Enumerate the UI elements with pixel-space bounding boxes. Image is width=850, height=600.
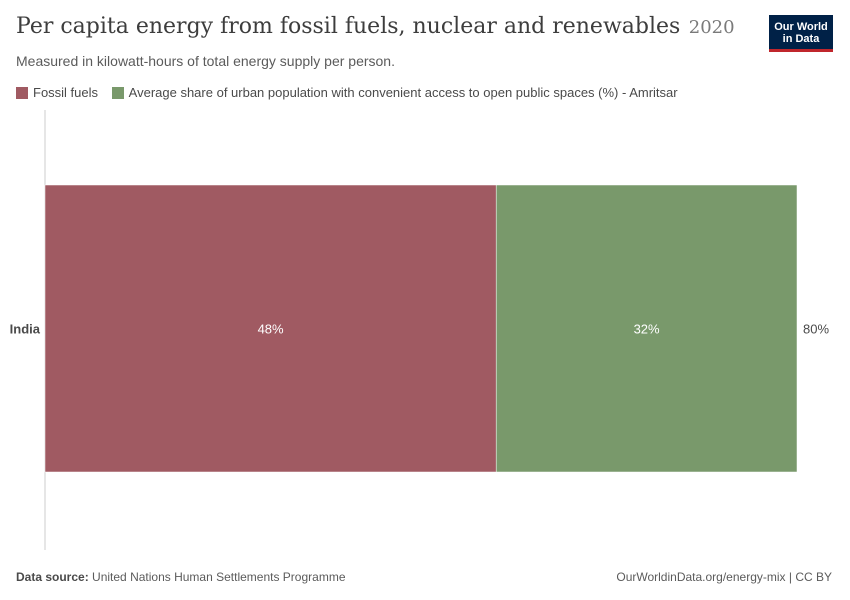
- logo-line-1: Our World: [774, 21, 828, 33]
- category-label: India: [10, 322, 41, 337]
- bar-total-label: 80%: [803, 322, 829, 337]
- logo-accent-bar: [769, 49, 833, 52]
- logo-line-2: in Data: [782, 33, 820, 45]
- bar-segment-1[interactable]: [495, 184, 798, 473]
- bar-segment-0[interactable]: [44, 184, 497, 473]
- legend-label-open-spaces: Average share of urban population with c…: [128, 85, 678, 100]
- legend-swatch-fossil-fuels: [16, 86, 28, 99]
- source-label: Data source:: [16, 570, 89, 584]
- legend-item-fossil-fuels[interactable]: Fossil fuels: [16, 85, 98, 100]
- source-text[interactable]: United Nations Human Settlements Program…: [92, 570, 346, 584]
- owid-logo[interactable]: Our World in Data: [769, 15, 833, 52]
- chart-title-row: Per capita energy from fossil fuels, nuc…: [16, 14, 735, 39]
- chart-subtitle: Measured in kilowatt-hours of total ener…: [16, 53, 395, 69]
- footer-source: Data source: United Nations Human Settle…: [16, 570, 346, 584]
- chart-legend: Fossil fuels Average share of urban popu…: [16, 85, 688, 102]
- bar-data-label-1: 32%: [634, 322, 660, 337]
- legend-item-open-spaces[interactable]: Average share of urban population with c…: [111, 85, 678, 100]
- footer-url[interactable]: OurWorldinData.org/energy-mix | CC BY: [616, 570, 832, 584]
- chart-title: Per capita energy from fossil fuels, nuc…: [16, 14, 681, 39]
- chart-year: 2020: [688, 17, 735, 38]
- legend-label-fossil-fuels: Fossil fuels: [33, 85, 99, 100]
- bar-data-label-0: 48%: [258, 322, 284, 337]
- legend-swatch-open-spaces: [111, 86, 124, 99]
